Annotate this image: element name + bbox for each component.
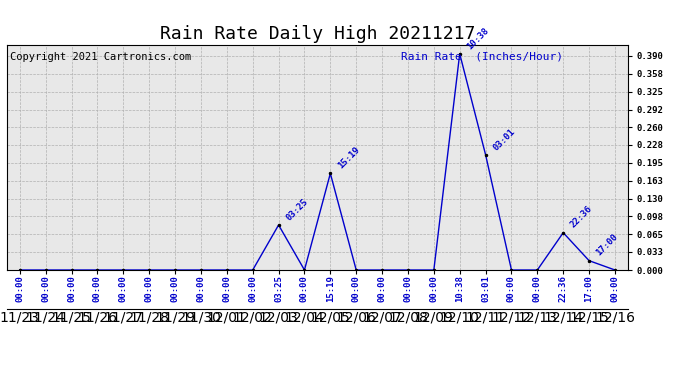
Text: 17:00: 17:00 <box>595 232 620 258</box>
Text: 22:36: 22:36 <box>569 204 594 230</box>
Text: 10:38: 10:38 <box>465 26 491 51</box>
Text: 15:19: 15:19 <box>336 145 362 171</box>
Text: Rain Rate  (Inches/Hour): Rain Rate (Inches/Hour) <box>401 52 563 62</box>
Text: Copyright 2021 Cartronics.com: Copyright 2021 Cartronics.com <box>10 52 191 62</box>
Text: 03:25: 03:25 <box>284 197 310 222</box>
Text: 03:01: 03:01 <box>491 127 517 152</box>
Title: Rain Rate Daily High 20211217: Rain Rate Daily High 20211217 <box>159 26 475 44</box>
